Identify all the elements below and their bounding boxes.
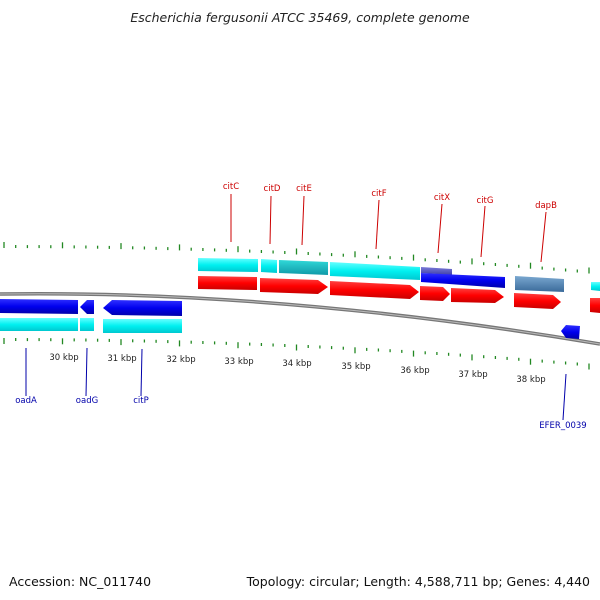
cds-arrow[interactable]	[514, 293, 561, 309]
cds-arrow[interactable]	[451, 288, 504, 303]
gene-feature[interactable]	[80, 318, 94, 331]
cds-arrow[interactable]	[330, 281, 419, 299]
scale-label: 35 kbp	[341, 362, 370, 372]
scale-labels: 30 kbp 31 kbp 32 kbp 33 kbp 34 kbp 35 kb…	[49, 353, 545, 385]
cds-arrow[interactable]	[260, 278, 328, 294]
gene-label-citD[interactable]: citD	[264, 184, 281, 194]
scale-label: 33 kbp	[224, 357, 253, 367]
genome-summary-text: Topology: circular; Length: 4,588,711 bp…	[246, 574, 590, 589]
gene-label-oadA[interactable]: oadA	[15, 396, 37, 406]
scale-label: 32 kbp	[166, 355, 195, 365]
gene-feature[interactable]	[279, 260, 328, 275]
gene-label-dapB[interactable]: dapB	[535, 201, 557, 211]
forward-gene-track	[198, 258, 600, 292]
gene-label-oadG[interactable]: oadG	[76, 396, 98, 406]
forward-gene-labels: citC citD citE citF citX citG dapB	[223, 182, 557, 263]
gene-label-citP[interactable]: citP	[133, 396, 149, 406]
gene-feature[interactable]	[421, 273, 505, 288]
scale-label: 38 kbp	[516, 375, 545, 385]
gene-label-citF[interactable]: citF	[371, 189, 386, 199]
gene-label-EFER_0039[interactable]: EFER_0039	[539, 421, 586, 431]
map-title: Escherichia fergusonii ATCC 35469, compl…	[130, 10, 470, 25]
reverse-gene-labels: oadA oadG citP EFER_0039	[15, 347, 587, 431]
cds-arrow[interactable]	[590, 298, 600, 313]
scale-label: 36 kbp	[400, 366, 429, 376]
gene-feature[interactable]	[330, 262, 420, 280]
scale-label: 37 kbp	[458, 370, 487, 380]
cds-arrow[interactable]	[198, 276, 257, 290]
reverse-cds-track	[0, 299, 580, 339]
gene-label-citC[interactable]: citC	[223, 182, 239, 192]
outer-tick-ring	[3, 242, 590, 274]
gene-feature[interactable]	[591, 282, 600, 291]
cds-arrow[interactable]	[80, 300, 94, 314]
gene-label-citE[interactable]: citE	[296, 184, 312, 194]
cds-arrow[interactable]	[103, 300, 182, 316]
gene-label-citX[interactable]: citX	[434, 193, 450, 203]
gene-feature[interactable]	[515, 276, 564, 292]
gene-feature[interactable]	[198, 258, 258, 272]
cds-arrow[interactable]	[420, 286, 450, 301]
accession-text: Accession: NC_011740	[9, 574, 151, 589]
gene-feature[interactable]	[103, 319, 182, 333]
cds-arrow[interactable]	[0, 299, 78, 314]
gene-label-citG[interactable]: citG	[477, 196, 494, 206]
scale-label: 34 kbp	[282, 359, 311, 369]
gene-feature[interactable]	[0, 318, 78, 331]
gene-feature[interactable]	[421, 267, 452, 275]
cds-arrow[interactable]	[561, 325, 580, 339]
forward-cds-track	[198, 276, 600, 313]
scale-label: 31 kbp	[107, 354, 136, 364]
inner-tick-ring	[3, 338, 590, 370]
gene-feature[interactable]	[261, 259, 277, 273]
reverse-gene-track	[0, 318, 182, 333]
scale-label: 30 kbp	[49, 353, 78, 363]
